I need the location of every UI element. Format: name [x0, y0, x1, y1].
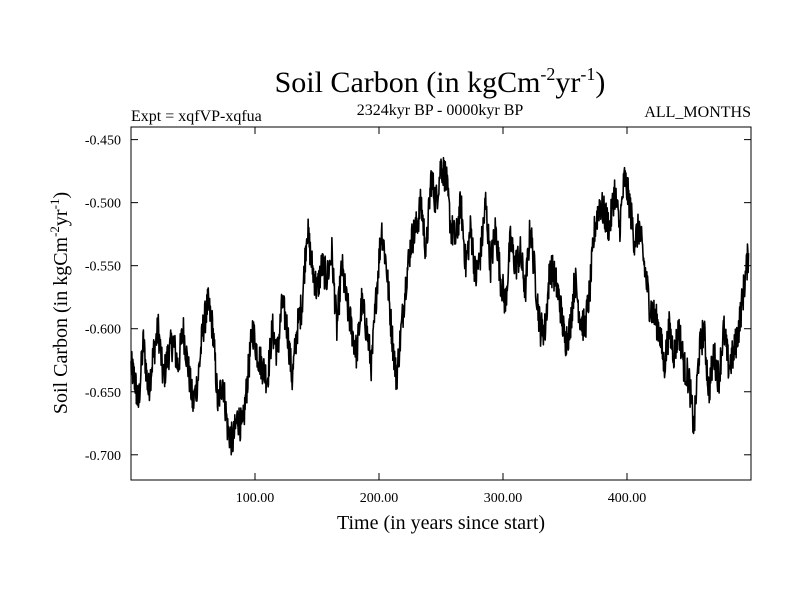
chart-title-exp2: -1 — [580, 64, 595, 84]
y-tick-label: -0.650 — [85, 386, 121, 401]
y-tick-label: -0.450 — [85, 134, 121, 149]
subtitle-period: 2324kyr BP - 0000kyr BP — [357, 102, 524, 119]
y-axis-label: Soil Carbon (in kgCm-2yr-1) — [47, 192, 72, 414]
x-tick-label: 400.00 — [608, 491, 647, 506]
subtitle-experiment: Expt = xqfVP-xqfua — [131, 108, 262, 125]
y-axis-label-exp2: -1 — [47, 199, 62, 210]
y-axis-ticks: -0.450 -0.500 -0.550 -0.600 -0.650 -0.700 — [85, 134, 751, 464]
y-tick-label: -0.500 — [85, 197, 121, 212]
x-tick-label: 100.00 — [236, 491, 275, 506]
x-axis-label: Time (in years since start) — [337, 512, 545, 534]
y-axis-label-main: Soil Carbon (in kgCm — [50, 236, 72, 414]
x-tick-label: 300.00 — [484, 491, 523, 506]
chart-title-exp1: -2 — [540, 64, 555, 84]
plot-frame — [130, 126, 752, 481]
subtitle-months: ALL_MONTHS — [644, 104, 751, 121]
chart-title: Soil Carbon (in kgCm-2yr-1) — [275, 64, 606, 99]
chart-title-main: Soil Carbon (in kgCm — [275, 66, 541, 99]
chart-title-mid: yr — [555, 66, 580, 99]
y-tick-label: -0.700 — [85, 449, 121, 464]
y-axis-label-close: ) — [50, 192, 72, 199]
series-line-soil-carbon — [130, 156, 750, 456]
y-tick-label: -0.600 — [85, 323, 121, 338]
chart-title-close: ) — [595, 66, 605, 99]
x-axis-ticks: 100.00 200.00 300.00 400.00 — [236, 127, 647, 506]
x-tick-label: 200.00 — [360, 491, 399, 506]
y-axis-label-exp1: -2 — [47, 226, 62, 237]
y-tick-label: -0.550 — [85, 260, 121, 275]
y-axis-label-mid: yr — [50, 209, 72, 226]
series-layer — [130, 156, 750, 456]
